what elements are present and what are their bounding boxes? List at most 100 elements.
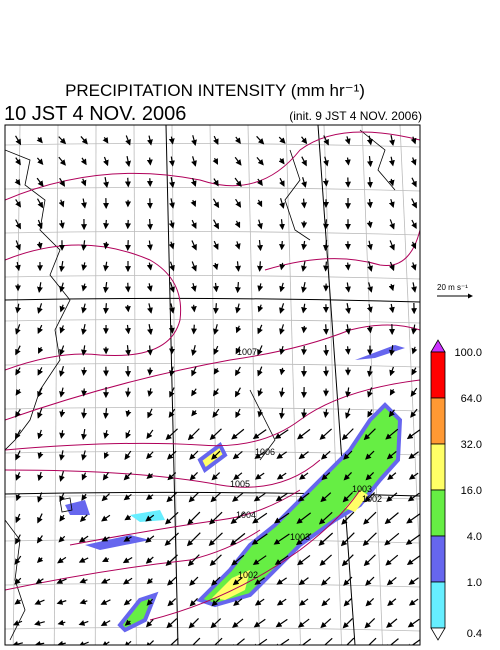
wind-arrow bbox=[187, 554, 200, 567]
wind-arrow bbox=[341, 428, 354, 441]
wind-arrow bbox=[124, 282, 131, 293]
wind-arrow bbox=[58, 199, 65, 208]
colorbar-band bbox=[430, 535, 446, 583]
wind-arrow bbox=[167, 598, 177, 607]
wind-arrow bbox=[103, 219, 110, 230]
wind-arrow bbox=[297, 428, 311, 440]
wind-arrow bbox=[279, 198, 285, 209]
wind-arrow bbox=[232, 450, 243, 460]
wind-arrow bbox=[410, 387, 418, 397]
wind-arrow bbox=[320, 492, 332, 503]
wind-arrow bbox=[367, 409, 373, 418]
wind-arrow bbox=[279, 408, 285, 420]
wind-arrow bbox=[301, 345, 308, 356]
colorbar-band bbox=[430, 443, 446, 491]
longitude-line bbox=[361, 125, 383, 645]
wind-arrow bbox=[234, 281, 241, 294]
wind-arrow bbox=[257, 366, 263, 377]
wind-arrow bbox=[34, 640, 45, 645]
longitude-line bbox=[285, 125, 301, 645]
longitude-line bbox=[94, 125, 97, 645]
wind-arrow bbox=[209, 637, 223, 645]
wind-arrow bbox=[169, 303, 175, 314]
wind-arrow bbox=[81, 345, 87, 356]
wind-arrow bbox=[257, 304, 264, 313]
wind-arrow bbox=[58, 535, 66, 543]
isobar-label: 1002 bbox=[362, 494, 382, 504]
wind-arrow bbox=[296, 638, 312, 645]
wind-arrow bbox=[389, 345, 395, 357]
wind-arrow bbox=[212, 262, 219, 271]
colorbar-label: 4.0 bbox=[467, 531, 482, 543]
wind-arrow bbox=[363, 554, 376, 567]
wind-arrow bbox=[276, 451, 287, 459]
wind-arrow bbox=[125, 345, 131, 357]
wind-arrow bbox=[388, 303, 395, 314]
wind-arrow bbox=[367, 282, 373, 293]
wind-arrow bbox=[299, 598, 309, 606]
title: PRECIPITATION INTENSITY (mm hr⁻¹) bbox=[65, 81, 365, 100]
wind-arrow bbox=[146, 283, 153, 292]
wind-arrow bbox=[80, 157, 87, 166]
wind-arrow bbox=[168, 241, 175, 250]
wind-arrow bbox=[323, 409, 330, 418]
wind-arrow bbox=[37, 219, 43, 230]
wind-arrow bbox=[189, 597, 198, 607]
wind-arrow bbox=[235, 408, 241, 419]
wind-arrow bbox=[384, 512, 399, 525]
colorbar-top-triangle bbox=[430, 339, 446, 353]
wind-arrow bbox=[389, 135, 395, 147]
wind-arrow bbox=[123, 598, 132, 606]
wind-arrow bbox=[301, 325, 308, 334]
wind-arrow bbox=[235, 261, 241, 272]
wind-arrow bbox=[34, 599, 45, 605]
wind-arrow bbox=[341, 637, 355, 645]
wind-arrow bbox=[323, 261, 330, 272]
wind-arrow bbox=[234, 136, 241, 145]
wind-arrow bbox=[230, 638, 245, 645]
wind-arrow bbox=[124, 450, 132, 460]
wind-arrow bbox=[274, 429, 289, 439]
wind-arrow bbox=[319, 554, 332, 566]
wind-arrow bbox=[252, 429, 267, 440]
wind-arrow bbox=[388, 156, 395, 167]
wind-arrow bbox=[59, 387, 65, 398]
wind-arrow bbox=[213, 240, 219, 251]
wind-arrow bbox=[213, 219, 219, 230]
wind-arrow bbox=[254, 598, 265, 606]
wind-arrow bbox=[168, 136, 175, 145]
wind-arrow bbox=[37, 492, 43, 503]
wind-arrow bbox=[59, 492, 65, 503]
wind-arrow bbox=[15, 513, 21, 524]
wind-arrow bbox=[213, 135, 219, 146]
wind-arrow bbox=[275, 492, 288, 502]
wind-arrow bbox=[189, 450, 199, 460]
wind-arrow bbox=[343, 576, 353, 586]
wind-arrow bbox=[344, 157, 351, 166]
wind-arrow bbox=[209, 428, 222, 441]
wind-arrow bbox=[340, 532, 355, 547]
wind-arrow bbox=[256, 135, 265, 145]
wind-arrow bbox=[362, 532, 377, 547]
wind-arrow bbox=[251, 533, 268, 545]
wind-arrow bbox=[407, 618, 420, 628]
wind-arrow bbox=[166, 492, 178, 503]
wind-arrow bbox=[165, 428, 178, 440]
wind-arrow bbox=[125, 387, 132, 398]
wind-arrow bbox=[145, 514, 155, 522]
wind-arrow bbox=[231, 428, 245, 440]
wind-arrow bbox=[81, 450, 87, 461]
wind-arrow bbox=[256, 157, 264, 166]
wind-arrow bbox=[125, 135, 131, 146]
wind-arrow bbox=[79, 514, 88, 523]
wind-arrow bbox=[366, 240, 373, 251]
wind-arrow bbox=[191, 366, 197, 377]
wind-arrow bbox=[59, 345, 65, 356]
map-area: 1007 1006 1005 1004 1003 1002 1003 1002 bbox=[5, 125, 420, 645]
wind-arrow bbox=[279, 219, 285, 231]
wind-arrow bbox=[367, 387, 373, 398]
wind-arrow bbox=[410, 262, 417, 271]
wind-arrow bbox=[367, 156, 373, 168]
wind-arrow bbox=[405, 534, 420, 545]
wind-arrow bbox=[233, 598, 243, 606]
